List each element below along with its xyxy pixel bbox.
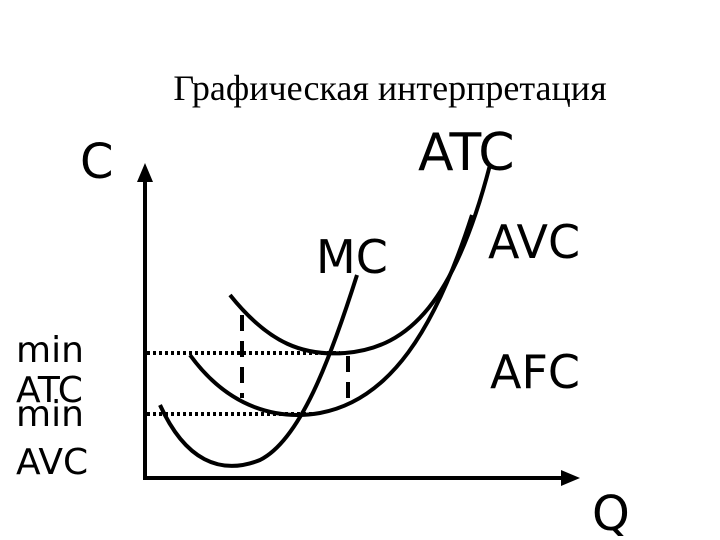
y-axis-label: C xyxy=(80,134,114,190)
curve-label: ATC xyxy=(418,123,515,183)
marker-label: min xyxy=(16,394,84,435)
marker-label: min xyxy=(16,330,84,371)
title: Графическая интерпретация xyxy=(173,68,606,108)
curve-label: AFC xyxy=(490,345,580,399)
y-arrow xyxy=(137,163,153,182)
x-axis-label: Q xyxy=(592,486,630,540)
avc-curve xyxy=(188,214,474,417)
marker-label: AVC xyxy=(16,442,88,483)
mc-curve xyxy=(158,274,359,468)
curve-label: AVC xyxy=(488,215,580,269)
x-arrow xyxy=(561,470,580,486)
curve-label: MC xyxy=(316,230,388,284)
marker-label: ATC xyxy=(16,370,83,411)
